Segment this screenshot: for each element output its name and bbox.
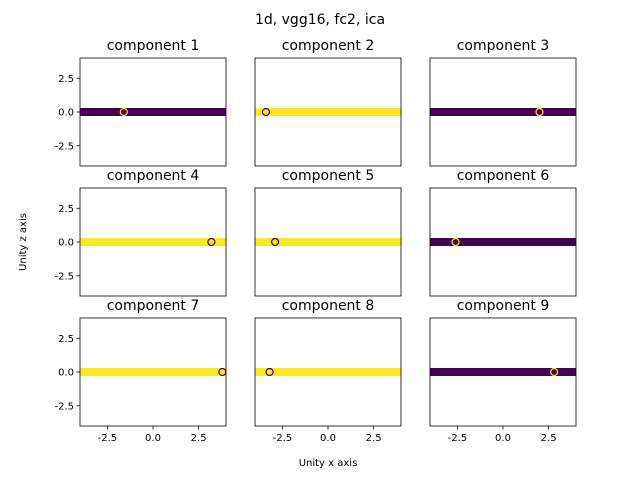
data-point (451, 237, 460, 247)
subplot-title: component 7 (107, 298, 200, 314)
axes-frame (254, 57, 402, 167)
subplot-title: component 6 (457, 168, 550, 184)
y-axis-label: Unity z axis (18, 213, 29, 271)
x-tick-label: 0.0 (145, 433, 161, 444)
y-tick-label: 2.5 (58, 334, 74, 345)
data-point (207, 237, 216, 247)
subplot-title: component 9 (457, 298, 550, 314)
data-point (265, 367, 274, 377)
x-tick-label: 2.5 (541, 433, 557, 444)
subplot-title: component 4 (107, 168, 200, 184)
data-point (535, 107, 544, 117)
y-tick-label: -2.5 (54, 141, 74, 152)
subplot-5: component 5 (254, 168, 402, 297)
data-band (255, 238, 401, 246)
x-tick-label: 0.0 (320, 433, 336, 444)
data-band (80, 368, 226, 376)
data-band (430, 108, 576, 116)
data-point (270, 237, 280, 247)
data-point (218, 367, 227, 377)
subplot-title: component 3 (457, 38, 550, 54)
figure-suptitle: 1d, vgg16, fc2, ica (255, 12, 385, 28)
y-tick-label: 0.0 (58, 238, 74, 249)
x-tick-label: 2.5 (191, 433, 207, 444)
subplot-grid: component 1 -2.5 0.0 2.5 component 2 componen… (54, 38, 577, 444)
axes-frame (429, 57, 577, 167)
y-tick-label: -2.5 (54, 271, 74, 282)
subplot-title: component 5 (282, 168, 375, 184)
data-point (549, 367, 559, 377)
data-band (80, 108, 226, 116)
data-band (255, 108, 401, 116)
data-band (430, 368, 576, 376)
y-tick-label: 2.5 (58, 204, 74, 215)
subplot-title: component 8 (282, 298, 375, 314)
x-tick-label: 0.0 (495, 433, 511, 444)
x-tick-label: 2.5 (366, 433, 382, 444)
axes-frame (429, 187, 577, 297)
subplot-1: component 1 -2.5 0.0 2.5 (54, 38, 227, 167)
x-tick-label: -2.5 (448, 433, 468, 444)
data-point (261, 107, 271, 117)
x-tick-label: -2.5 (273, 433, 293, 444)
x-axis-label: Unity x axis (299, 458, 358, 469)
x-tick-label: -2.5 (98, 433, 118, 444)
data-point (119, 107, 128, 117)
y-tick-label: 2.5 (58, 74, 74, 85)
data-band (430, 238, 576, 246)
data-band (80, 238, 226, 246)
subplot-6: component 6 (429, 168, 577, 297)
data-band (255, 368, 401, 376)
subplot-title: component 2 (282, 38, 375, 54)
subplot-7: component 7 -2.5 0.0 2.5 -2.5 0.0 2.5 (54, 298, 227, 444)
y-tick-label: 0.0 (58, 108, 74, 119)
subplot-title: component 1 (107, 38, 200, 54)
y-tick-label: -2.5 (54, 401, 74, 412)
axes-frame (254, 187, 402, 297)
subplot-8: component 8 -2.5 0.0 2.5 (254, 298, 402, 444)
subplot-2: component 2 (254, 38, 402, 167)
subplot-4: component 4 -2.5 0.0 2.5 (54, 168, 227, 297)
y-tick-label: 0.0 (58, 368, 74, 379)
subplot-9: component 9 -2.5 0.0 2.5 (429, 298, 577, 444)
subplot-3: component 3 (429, 38, 577, 167)
